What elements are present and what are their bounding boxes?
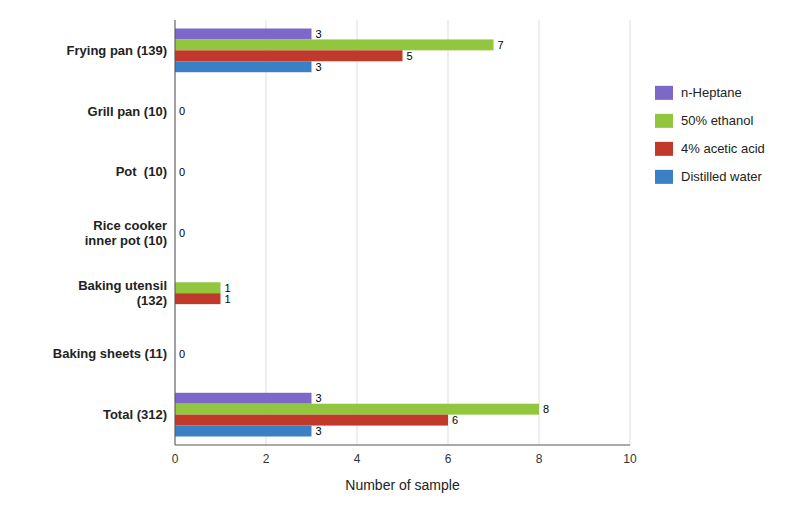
bars bbox=[175, 29, 539, 437]
y-tick-label-line: Pot (10) bbox=[116, 164, 167, 179]
x-tick-label: 0 bbox=[172, 452, 179, 466]
x-tick-label: 6 bbox=[445, 452, 452, 466]
data-label: 6 bbox=[452, 414, 458, 426]
data-label: 3 bbox=[316, 61, 322, 73]
bar bbox=[175, 426, 312, 437]
y-tick-label: Baking sheets (11) bbox=[53, 346, 167, 361]
legend-label: 50% ethanol bbox=[681, 113, 753, 128]
bar bbox=[175, 61, 312, 72]
data-label: 7 bbox=[498, 39, 504, 51]
bar bbox=[175, 404, 539, 415]
legend-swatch bbox=[655, 170, 673, 184]
y-tick-label: Total (312) bbox=[103, 407, 167, 422]
y-tick-label-line: Rice cooker bbox=[93, 218, 167, 233]
data-label: 3 bbox=[316, 28, 322, 40]
x-tick-label: 8 bbox=[536, 452, 543, 466]
data-label: 5 bbox=[407, 50, 413, 62]
legend-swatch bbox=[655, 114, 673, 128]
data-label: 1 bbox=[225, 293, 231, 305]
x-axis-label: Number of sample bbox=[345, 477, 460, 493]
grid-line bbox=[175, 20, 176, 445]
legend-label: 4% acetic acid bbox=[681, 141, 765, 156]
y-axis bbox=[175, 20, 176, 445]
annotation: 0 bbox=[179, 105, 185, 117]
y-tick-label-line: Baking sheets (11) bbox=[53, 346, 167, 361]
bar bbox=[175, 415, 448, 426]
data-label: 3 bbox=[316, 392, 322, 404]
bar bbox=[175, 293, 221, 304]
y-tick-label-line: Frying pan (139) bbox=[67, 43, 167, 58]
y-tick-label: Frying pan (139) bbox=[67, 43, 167, 58]
grid-line bbox=[448, 20, 449, 445]
y-tick-label: Rice cookerinner pot (10) bbox=[85, 218, 167, 248]
y-tick-label-line: (132) bbox=[137, 293, 167, 308]
grid-line bbox=[630, 20, 631, 445]
grid-line bbox=[357, 20, 358, 445]
labels: 33718516330000 bbox=[179, 28, 549, 437]
bar bbox=[175, 393, 312, 404]
bar bbox=[175, 50, 403, 61]
legend-swatch bbox=[655, 142, 673, 156]
y-tick-label: Grill pan (10) bbox=[88, 104, 167, 119]
x-tick-label: 2 bbox=[263, 452, 270, 466]
y-tick-label: Pot (10) bbox=[116, 164, 167, 179]
legend-swatch bbox=[655, 86, 673, 100]
data-label: 8 bbox=[543, 403, 549, 415]
legend-label: Distilled water bbox=[681, 169, 763, 184]
y-tick-label-line: Grill pan (10) bbox=[88, 104, 167, 119]
annotation: 0 bbox=[179, 166, 185, 178]
y-tick-label-line: inner pot (10) bbox=[85, 233, 167, 248]
annotation: 0 bbox=[179, 348, 185, 360]
y-tick-label: Baking utensil(132) bbox=[78, 278, 167, 308]
grid-line bbox=[266, 20, 267, 445]
x-tick-label: 4 bbox=[354, 452, 361, 466]
x-axis bbox=[175, 445, 630, 446]
bar bbox=[175, 282, 221, 293]
annotation: 0 bbox=[179, 227, 185, 239]
legend-label: n-Heptane bbox=[681, 85, 742, 100]
y-tick-label-line: Baking utensil bbox=[78, 278, 167, 293]
y-tick-label-line: Total (312) bbox=[103, 407, 167, 422]
bar bbox=[175, 39, 494, 50]
chart: 024681033718516330000Frying pan (139)Gri… bbox=[0, 0, 809, 507]
bar bbox=[175, 29, 312, 40]
data-label: 3 bbox=[316, 425, 322, 437]
x-tick-label: 10 bbox=[623, 452, 637, 466]
grid-line bbox=[539, 20, 540, 445]
